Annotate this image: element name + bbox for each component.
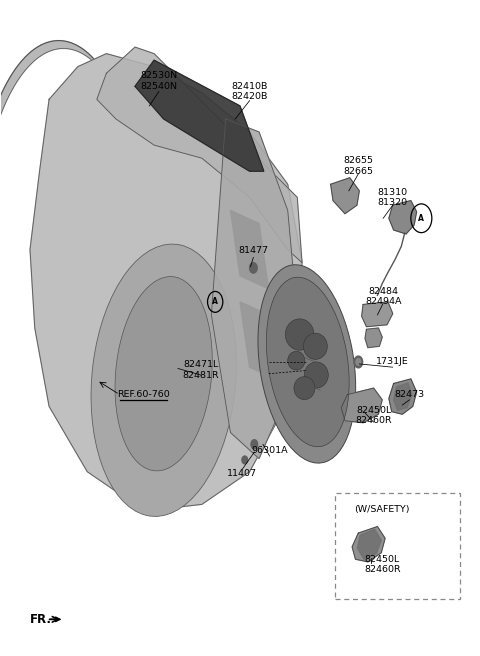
Polygon shape [394, 383, 412, 410]
Text: 81477: 81477 [239, 247, 268, 255]
Text: A: A [419, 214, 424, 223]
Polygon shape [240, 302, 278, 380]
Ellipse shape [303, 333, 327, 359]
Text: 82473: 82473 [395, 390, 424, 399]
Polygon shape [211, 119, 297, 459]
Polygon shape [0, 41, 145, 195]
Ellipse shape [115, 277, 212, 471]
Circle shape [242, 456, 248, 464]
Ellipse shape [91, 244, 236, 516]
Polygon shape [97, 47, 302, 262]
Text: 96301A: 96301A [251, 446, 288, 455]
Circle shape [251, 440, 258, 449]
Polygon shape [341, 388, 382, 422]
Polygon shape [331, 178, 360, 214]
Ellipse shape [285, 319, 314, 350]
Polygon shape [135, 60, 264, 171]
Ellipse shape [294, 377, 315, 400]
Text: REF.60-760: REF.60-760 [117, 390, 170, 399]
Text: 11407: 11407 [228, 468, 257, 478]
Circle shape [356, 359, 361, 365]
Text: 81310
81320: 81310 81320 [378, 188, 408, 207]
Text: 82410B
82420B: 82410B 82420B [231, 82, 268, 101]
Polygon shape [230, 211, 269, 289]
Text: 82471L
82481R: 82471L 82481R [182, 360, 219, 380]
Circle shape [250, 262, 257, 273]
Polygon shape [358, 529, 381, 560]
Text: 82484
82494A: 82484 82494A [365, 287, 401, 306]
Text: FR.: FR. [30, 613, 52, 626]
Text: 82655
82665: 82655 82665 [343, 156, 373, 176]
Ellipse shape [266, 277, 349, 447]
Text: 82450L
82460R: 82450L 82460R [355, 406, 392, 425]
Ellipse shape [288, 351, 305, 370]
Polygon shape [30, 54, 302, 511]
Polygon shape [389, 201, 417, 234]
Ellipse shape [304, 362, 328, 388]
Text: 82450L
82460R: 82450L 82460R [364, 555, 400, 574]
Polygon shape [352, 527, 385, 562]
Polygon shape [365, 328, 382, 348]
Text: 82530N
82540N: 82530N 82540N [140, 72, 178, 91]
Polygon shape [389, 379, 417, 414]
Text: A: A [212, 297, 218, 306]
Circle shape [354, 356, 363, 368]
Polygon shape [362, 302, 393, 327]
Text: 1731JE: 1731JE [376, 358, 409, 367]
Text: (W/SAFETY): (W/SAFETY) [354, 505, 410, 514]
Ellipse shape [258, 265, 356, 463]
